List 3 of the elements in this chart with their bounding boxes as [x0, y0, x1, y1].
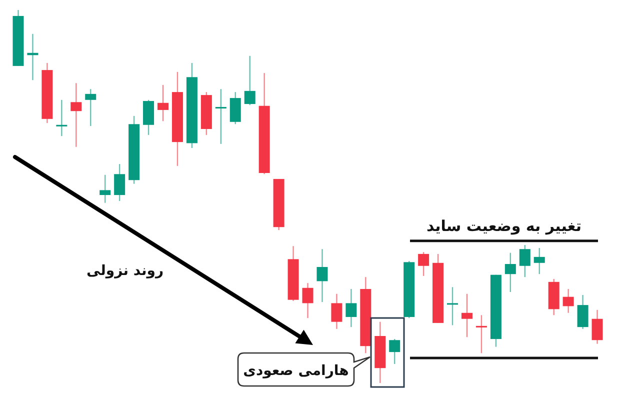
ref-line-label: تغییر به وضعیت ساید	[426, 216, 582, 235]
annotation: روند نزولی	[86, 263, 164, 279]
annotation: هارامی صعودی	[243, 363, 349, 379]
